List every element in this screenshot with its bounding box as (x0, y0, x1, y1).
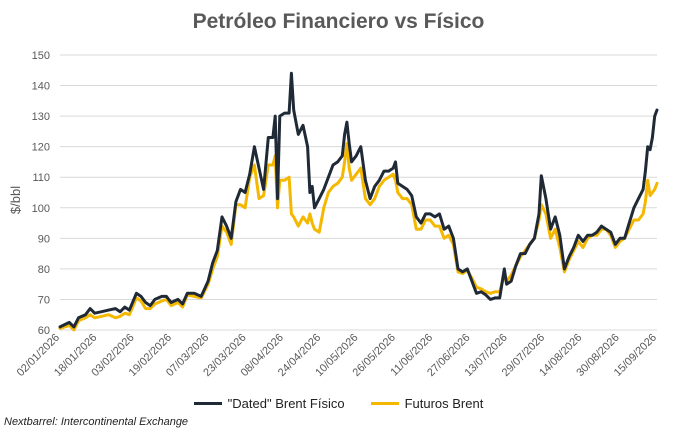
gridlines (60, 54, 657, 331)
chart-title: Petróleo Financiero vs Físico (192, 10, 485, 33)
y-axis-label: $/bbl (8, 186, 23, 214)
y-tick-label: 130 (32, 111, 50, 123)
legend-item-dated: "Dated" Brent Físico (193, 396, 345, 411)
series-lines (58, 71, 659, 332)
y-tick-label: 140 (32, 81, 50, 93)
legend-label-futures: Futuros Brent (404, 396, 484, 411)
legend-label-dated: "Dated" Brent Físico (227, 396, 345, 411)
legend-swatch-dated (193, 402, 222, 405)
source-note: Nextbarrel: Intercontinental Exchange (4, 416, 189, 428)
y-tick-label: 80 (38, 264, 50, 276)
y-tick-label: 150 (32, 50, 50, 62)
series-line-futuros-brent (58, 142, 659, 332)
legend-swatch-futures (370, 402, 399, 405)
y-tick-label: 100 (32, 203, 50, 215)
y-tick-label: 90 (38, 233, 50, 245)
y-tick-labels: 60 70 80 90 100 110 120 130 140 150 (32, 50, 50, 337)
legend: "Dated" Brent Físico Futuros Brent (0, 396, 677, 411)
y-tick-label: 60 (38, 325, 50, 337)
x-tick-labels: 02/01/202618/01/202603/02/202619/02/2026… (15, 332, 659, 379)
y-tick-label: 120 (32, 142, 50, 154)
legend-item-futures: Futuros Brent (370, 396, 484, 411)
series-line-dated-brent (58, 71, 659, 329)
y-tick-label: 110 (32, 172, 50, 184)
y-tick-label: 70 (38, 294, 50, 306)
